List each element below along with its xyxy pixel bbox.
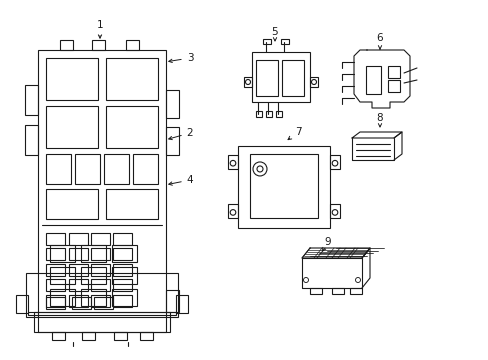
Bar [92, 40, 105, 50]
Bar [331, 288, 343, 294]
Bar [34, 312, 170, 332]
Bar [75, 154, 100, 184]
Bar [68, 233, 87, 244]
Bar [112, 245, 137, 262]
Bar [244, 77, 251, 87]
Bar [26, 273, 178, 316]
Bar [112, 289, 137, 306]
Text: 8: 8 [376, 113, 383, 127]
Text: 6: 6 [376, 33, 383, 49]
Text: 7: 7 [287, 127, 301, 140]
Bar [46, 248, 65, 260]
Bar [91, 294, 110, 306]
Bar [112, 267, 137, 284]
Bar [50, 245, 75, 262]
Bar [251, 52, 309, 102]
Bar [140, 332, 153, 340]
Bar [46, 154, 71, 184]
Bar [91, 233, 110, 244]
Bar [46, 264, 65, 275]
Bar [68, 248, 87, 260]
Bar [133, 154, 158, 184]
Bar [46, 297, 65, 309]
Bar [249, 154, 317, 218]
Bar [106, 58, 158, 100]
Bar [68, 264, 87, 275]
Bar [387, 80, 399, 92]
Bar [104, 154, 129, 184]
Bar [52, 332, 65, 340]
Bar [46, 294, 65, 306]
Bar [309, 288, 321, 294]
Text: 5: 5 [271, 27, 278, 41]
Bar [238, 146, 329, 228]
Bar [68, 279, 87, 291]
Bar [275, 111, 282, 117]
Bar [113, 264, 132, 275]
Bar [176, 295, 187, 313]
Bar [94, 297, 113, 309]
Text: 2: 2 [168, 128, 193, 140]
Bar [81, 245, 106, 262]
Bar [68, 294, 87, 306]
Bar [349, 288, 361, 294]
Bar [72, 297, 91, 309]
Bar [387, 66, 399, 78]
Bar [81, 267, 106, 284]
Bar [16, 295, 28, 313]
Bar [114, 332, 127, 340]
Bar [46, 279, 65, 291]
Bar [50, 267, 75, 284]
Bar [25, 85, 38, 115]
Text: 3: 3 [168, 53, 193, 63]
Bar [265, 111, 271, 117]
Bar [25, 125, 38, 155]
Bar [46, 106, 98, 148]
Bar [227, 155, 238, 169]
Bar [106, 189, 158, 219]
Bar [256, 111, 262, 117]
Bar [38, 50, 165, 332]
Bar [165, 90, 179, 118]
Bar [50, 289, 75, 306]
Bar [227, 204, 238, 218]
Text: 9: 9 [322, 237, 331, 251]
Bar [309, 77, 317, 87]
Bar [81, 289, 106, 306]
Text: 1: 1 [97, 20, 103, 38]
Bar [329, 204, 339, 218]
Bar [82, 332, 95, 340]
Bar [106, 106, 158, 148]
Bar [365, 66, 380, 94]
Bar [91, 264, 110, 275]
Bar [329, 155, 339, 169]
Bar [263, 39, 270, 44]
Bar [91, 248, 110, 260]
Bar [165, 289, 179, 311]
Bar [113, 294, 132, 306]
Bar [46, 189, 98, 219]
Bar [281, 39, 288, 44]
Bar [113, 248, 132, 260]
Bar [282, 60, 304, 96]
Bar [46, 233, 65, 244]
Bar [60, 40, 73, 50]
Text: 4: 4 [168, 175, 193, 185]
Bar [165, 127, 179, 155]
Bar [28, 312, 176, 315]
Bar [113, 279, 132, 291]
Bar [46, 58, 98, 100]
Bar [91, 279, 110, 291]
Bar [126, 40, 139, 50]
Bar [256, 60, 278, 96]
Bar [113, 233, 132, 244]
